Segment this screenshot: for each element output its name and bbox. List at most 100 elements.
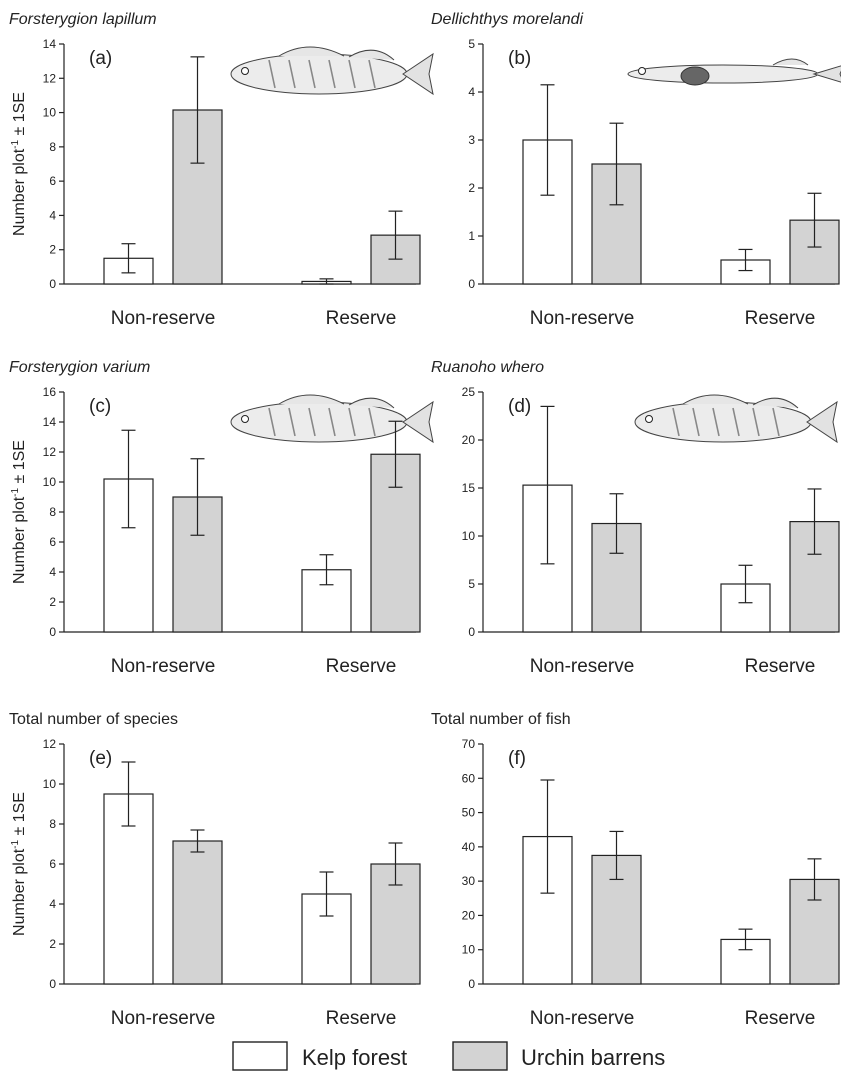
panel-letter: (d)	[508, 396, 531, 417]
fish-stripe	[328, 407, 336, 437]
y-tick-label: 2	[49, 595, 56, 609]
y-tick-label: 25	[462, 385, 476, 399]
legend-swatch-kelp-forest	[232, 1041, 288, 1071]
fish-stripe	[308, 407, 316, 437]
panel-a: Forsterygion lapillum 0 2 4 6 8 10 12 14 Non-rese…	[9, 11, 434, 329]
fish-stripe	[308, 59, 316, 89]
y-tick-label: 40	[462, 840, 476, 854]
fish-dorsal-fin	[278, 394, 345, 405]
panel-c: Forsterygion varium 0 2 4 6 8 10 12 14 16 Non-rese…	[9, 359, 434, 677]
fish-illustration	[627, 58, 841, 86]
y-tick-label: 8	[49, 140, 56, 154]
panel-d: Ruanoho whero 0 5 10 15 20 25 Non-reserve Reserv…	[431, 359, 840, 677]
fish-body	[634, 401, 812, 443]
panel-letter: (f)	[508, 748, 526, 769]
y-tick-label: 14	[43, 415, 57, 429]
fish-stripe	[268, 59, 276, 89]
y-axis-label: Number plot-1 ± 1SE	[10, 92, 28, 236]
y-axis-label: Number plot-1 ± 1SE	[10, 440, 28, 584]
y-tick-label: 3	[468, 133, 475, 147]
y-tick-label: 2	[49, 243, 56, 257]
fish-tail	[402, 52, 434, 96]
y-tick-label: 20	[462, 433, 476, 447]
panel-letter: (a)	[89, 48, 112, 69]
panel-title: Forsterygion lapillum	[9, 11, 157, 28]
panels: Forsterygion lapillum02468101214Non-rese…	[9, 11, 841, 1029]
fish-illustration	[634, 394, 838, 444]
x-category-label: Non-reserve	[530, 308, 635, 329]
panel-title: Ruanoho whero	[431, 359, 544, 376]
x-category-label: Non-reserve	[111, 308, 216, 329]
fish-body	[230, 401, 408, 443]
fish-stripe	[672, 407, 680, 437]
y-tick-label: 16	[43, 385, 57, 399]
y-tick-label: 10	[43, 106, 57, 120]
fish-stripe	[288, 407, 296, 437]
fish-pectoral-fin	[680, 66, 710, 86]
fish-dorsal-fin	[278, 46, 345, 57]
y-tick-label: 10	[43, 777, 57, 791]
legend: Kelp forest Urchin barrens	[232, 1041, 665, 1071]
fish-stripe	[348, 407, 356, 437]
panel-title: Total number of species	[9, 711, 178, 728]
y-tick-label: 15	[462, 481, 476, 495]
fish-tail	[806, 400, 838, 444]
y-tick-label: 12	[43, 71, 57, 85]
y-tick-label: 0	[49, 625, 56, 639]
fish-tail	[402, 400, 434, 444]
y-tick-label: 6	[49, 535, 56, 549]
fish-eye	[241, 67, 249, 75]
y-tick-label: 70	[462, 737, 476, 751]
panel-letter: (b)	[508, 48, 531, 69]
panel-b: Dellichthys morelandi 0 1 2 3 4 5 Non-reserve Re…	[431, 11, 841, 329]
panel-e: Total number of species 0 2 4 6 8 10 12 Non-rese…	[9, 711, 421, 1029]
fish-illustration	[230, 46, 434, 96]
fish-dorsal-fin	[682, 394, 749, 405]
fish-eye	[645, 415, 653, 423]
fish-stripe	[772, 407, 780, 437]
y-tick-label: 6	[49, 174, 56, 188]
fish-stripe	[268, 407, 276, 437]
y-tick-label: 12	[43, 737, 57, 751]
fish-stripe	[752, 407, 760, 437]
y-tick-label: 0	[468, 625, 475, 639]
legend-label-urchin-barrens: Urchin barrens	[521, 1045, 665, 1070]
y-tick-label: 4	[49, 897, 56, 911]
y-tick-label: 6	[49, 857, 56, 871]
y-axis-label: Number plot-1 ± 1SE	[10, 792, 28, 936]
fish-stripe	[712, 407, 720, 437]
y-tick-label: 12	[43, 445, 57, 459]
fish-dorsal-fin	[348, 49, 395, 61]
x-category-label: Reserve	[326, 308, 397, 329]
y-tick-label: 1	[468, 229, 475, 243]
y-tick-label: 8	[49, 817, 56, 831]
x-category-label: Reserve	[326, 1008, 397, 1029]
x-category-label: Non-reserve	[111, 656, 216, 677]
panel-title: Dellichthys morelandi	[431, 11, 584, 28]
fish-stripe	[368, 59, 376, 89]
panel-letter: (e)	[89, 748, 112, 769]
fish-body	[230, 53, 408, 95]
fish-eye	[241, 415, 249, 423]
y-tick-label: 5	[468, 577, 475, 591]
fish-stripe	[348, 59, 356, 89]
fish-stripe	[732, 407, 740, 437]
y-tick-label: 8	[49, 505, 56, 519]
panel-f: Total number of fish 0 10 20 30 40 50 60 70 Non-r…	[431, 711, 840, 1029]
panel-title: Forsterygion varium	[9, 359, 150, 376]
fish-stripe	[692, 407, 700, 437]
y-tick-label: 50	[462, 806, 476, 820]
panel-letter: (c)	[89, 396, 111, 417]
y-tick-label: 0	[49, 977, 56, 991]
x-category-label: Non-reserve	[111, 1008, 216, 1029]
fish-dorsal-fin	[772, 58, 809, 66]
y-tick-label: 20	[462, 908, 476, 922]
x-category-label: Reserve	[745, 656, 816, 677]
y-tick-label: 14	[43, 37, 57, 51]
y-tick-label: 0	[468, 977, 475, 991]
x-category-label: Reserve	[745, 308, 816, 329]
y-tick-label: 30	[462, 874, 476, 888]
legend-label-kelp-forest: Kelp forest	[302, 1045, 407, 1070]
y-tick-label: 10	[462, 943, 476, 957]
x-category-label: Non-reserve	[530, 656, 635, 677]
